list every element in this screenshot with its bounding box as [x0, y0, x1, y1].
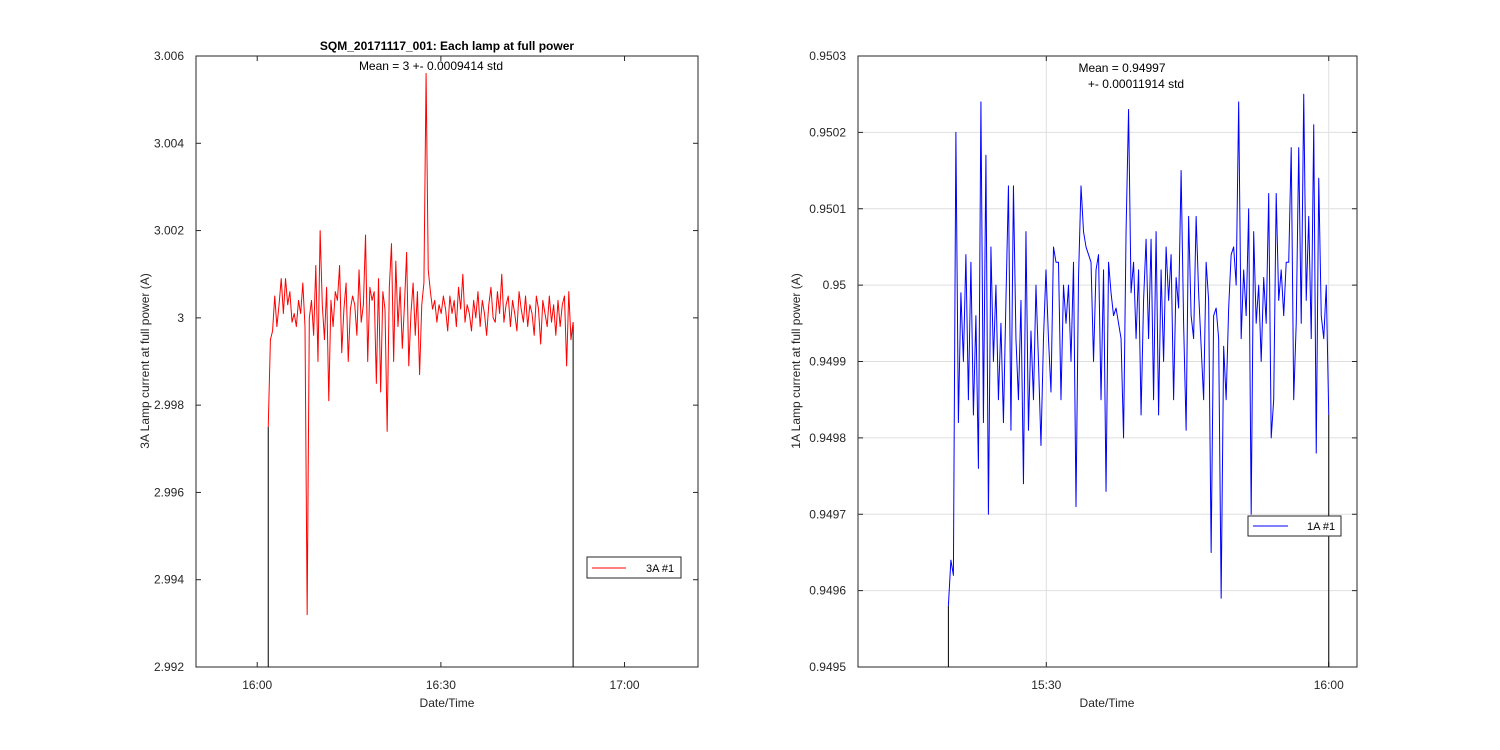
right-y-ticks: 0.9495 0.9496 0.9497 0.9498 0.9499 0.95 0.9501…	[809, 49, 1357, 674]
x-tick-label: 16:00	[1314, 678, 1344, 692]
y-tick-label: 0.9501	[809, 202, 846, 216]
y-tick-label: 0.9499	[809, 355, 846, 369]
left-mean-annotation: Mean = 3 +- 0.0009414 std	[359, 59, 503, 73]
left-y-ticks: 2.992 2.994 2.996 2.998 3 3.002 3.004 3.006	[154, 49, 698, 674]
right-plot-lines	[947, 93, 1330, 667]
y-tick-label: 2.996	[154, 485, 184, 499]
y-tick-label: 0.9502	[809, 125, 846, 139]
y-tick-label: 0.9503	[809, 49, 846, 63]
right-gridlines	[858, 56, 1357, 667]
right-mean-annotation: Mean = 0.94997	[1078, 61, 1165, 75]
right-legend-box	[1247, 515, 1342, 537]
left-legend-label: 3A #1	[646, 563, 674, 575]
left-plot-lines	[267, 72, 574, 667]
left-chart-title: SQM_20171117_001: Each lamp at full powe…	[320, 39, 574, 53]
left-x-ticks: 16:00 16:30 17:00	[242, 56, 640, 692]
y-tick-label: 3	[177, 311, 184, 325]
right-legend[interactable]: 1A #1	[1247, 515, 1342, 537]
x-tick-label: 16:00	[242, 678, 272, 692]
series-line-3a-1	[267, 72, 574, 616]
x-tick-label: 16:30	[426, 678, 456, 692]
y-tick-label: 0.9496	[809, 584, 846, 598]
y-tick-label: 3.004	[154, 136, 184, 150]
y-tick-label: 0.9498	[809, 431, 846, 445]
left-x-axis-label: Date/Time	[420, 696, 475, 710]
right-y-axis-label: 1A Lamp current at full power (A)	[789, 273, 803, 448]
y-tick-label: 3.006	[154, 49, 184, 63]
y-tick-label: 2.992	[154, 660, 184, 674]
right-chart: 0.9495 0.9496 0.9497 0.9498 0.9499 0.95 0.9501…	[789, 49, 1358, 710]
y-tick-label: 3.002	[154, 224, 184, 238]
left-y-axis-label: 3A Lamp current at full power (A)	[138, 273, 152, 448]
series-line-1a-1	[947, 93, 1330, 606]
y-tick-label: 2.998	[154, 398, 184, 412]
y-tick-label: 0.95	[823, 278, 847, 292]
y-tick-label: 2.994	[154, 573, 184, 587]
right-x-axis-label: Date/Time	[1080, 696, 1135, 710]
right-x-ticks: 15:30 16:00	[1031, 56, 1344, 692]
left-legend-box	[586, 556, 682, 579]
left-legend[interactable]: 3A #1	[586, 556, 682, 579]
y-tick-label: 0.9495	[809, 660, 846, 674]
right-std-annotation: +- 0.00011914 std	[1088, 77, 1184, 91]
right-legend-label: 1A #1	[1307, 521, 1335, 533]
x-tick-label: 17:00	[610, 678, 640, 692]
y-tick-label: 0.9497	[809, 507, 846, 521]
left-chart: 2.992 2.994 2.996 2.998 3 3.002 3.004 3.006 16:…	[138, 39, 699, 710]
x-tick-label: 15:30	[1031, 678, 1061, 692]
